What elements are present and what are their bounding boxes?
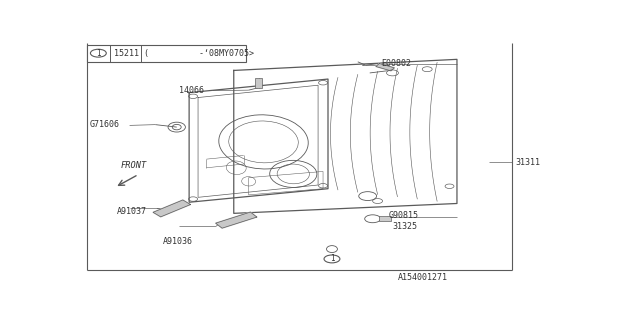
Bar [255, 78, 262, 88]
Polygon shape [216, 212, 257, 228]
Text: G71606: G71606 [90, 120, 120, 129]
Text: E00802: E00802 [381, 59, 412, 68]
Text: A91037: A91037 [117, 207, 147, 216]
Text: A154001271: A154001271 [397, 273, 447, 282]
Polygon shape [153, 200, 191, 217]
Text: A91036: A91036 [163, 237, 193, 246]
Circle shape [90, 49, 106, 57]
Text: FRONT: FRONT [120, 161, 147, 170]
Text: G90815: G90815 [388, 211, 419, 220]
Text: 1: 1 [96, 49, 100, 58]
Text: 15211: 15211 [114, 49, 140, 58]
Text: 31325: 31325 [392, 222, 417, 231]
Bar [88, 45, 246, 61]
Text: 31311: 31311 [515, 157, 541, 167]
Bar [379, 216, 391, 221]
Text: 1: 1 [330, 254, 334, 263]
Circle shape [324, 255, 340, 263]
Polygon shape [376, 63, 394, 71]
Text: 14066: 14066 [179, 86, 204, 95]
Text: (          -‘08MY0705>: ( -‘08MY0705> [144, 49, 254, 58]
